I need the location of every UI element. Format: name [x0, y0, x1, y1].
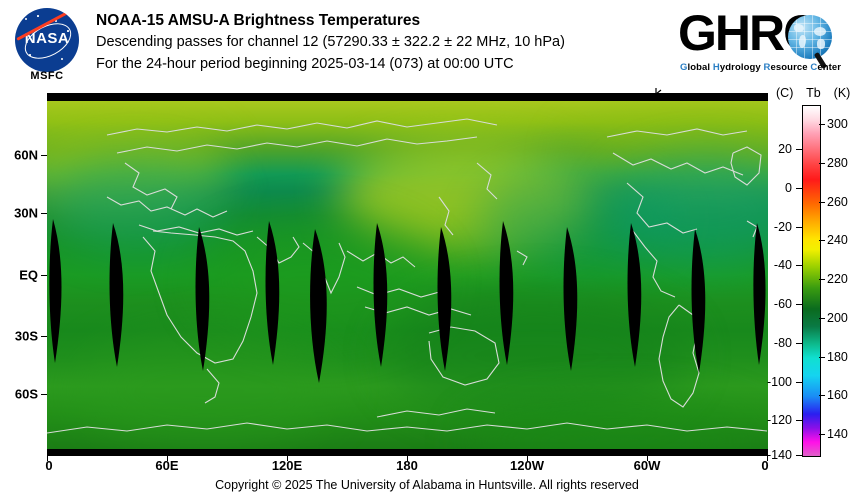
- period-line: For the 24-hour period beginning 2025-03…: [96, 56, 514, 72]
- y-tick: [41, 336, 47, 337]
- colorbar-label-c: 0: [785, 181, 792, 195]
- y-axis-label-eq: EQ: [19, 267, 38, 283]
- colorbar-label-c: -20: [773, 220, 792, 234]
- colorbar-label-k: 240: [827, 233, 848, 247]
- y-axis-label-60n: 60N: [14, 147, 38, 163]
- colorbar-tick-c: [796, 188, 802, 189]
- colorbar-kelvin-unit: (K): [833, 86, 851, 100]
- colorbar-tick-c: [796, 382, 802, 383]
- colorbar-label-k: 160: [827, 388, 848, 402]
- colorbar-tick-k: [819, 202, 825, 203]
- colorbar-label-k: 300: [827, 117, 848, 131]
- colorbar-celsius-unit: (C): [776, 86, 794, 100]
- ghrc-tagline: Global Hydrology Resource Center: [680, 62, 842, 73]
- colorbar-tick-c: [796, 149, 802, 150]
- map-data-field: [47, 101, 768, 449]
- colorbar-tick-k: [819, 318, 825, 319]
- colorbar-label-k: 220: [827, 272, 848, 286]
- x-tick: [407, 456, 408, 461]
- y-tick: [41, 275, 47, 276]
- y-axis-label-30n: 30N: [14, 205, 38, 221]
- copyright-notice: Copyright © 2025 The University of Alaba…: [215, 478, 639, 492]
- colorbar-tick-c: [796, 343, 802, 344]
- colorbar-tick-k: [819, 357, 825, 358]
- x-tick: [767, 456, 768, 461]
- y-tick: [41, 213, 47, 214]
- x-axis-label-0-right: 0: [761, 458, 769, 473]
- colorbar-gradient[interactable]: [802, 105, 821, 457]
- nasa-wordmark: NASA: [24, 30, 70, 47]
- colorbar-tick-k: [819, 434, 825, 435]
- colorbar-label-c: 20: [778, 142, 792, 156]
- colorbar-tick-k: [819, 279, 825, 280]
- colorbar-label-c: -120: [766, 413, 792, 427]
- colorbar-tick-k: [819, 163, 825, 164]
- x-axis-label-120w: 120W: [510, 458, 544, 473]
- colorbar-label-c: -140: [766, 448, 792, 462]
- colorbar-label-c: -100: [766, 375, 792, 389]
- colorbar-tick-c: [796, 455, 802, 456]
- colorbar-tick-k: [819, 124, 825, 125]
- y-tick: [41, 155, 47, 156]
- globe-icon: [788, 15, 832, 59]
- x-axis-label-180: 180: [396, 458, 418, 473]
- colorbar-label-k: 180: [827, 350, 848, 364]
- nasa-meatball-icon: NASA: [15, 8, 79, 72]
- colorbar-tick-c: [796, 265, 802, 266]
- orbit-gap-overlay: [49, 219, 766, 383]
- x-axis-label-0: 0: [45, 458, 53, 473]
- page-title: NOAA-15 AMSU-A Brightness Temperatures: [96, 12, 421, 29]
- x-axis-label-60w: 60W: [633, 458, 661, 473]
- y-axis-label-30s: 30S: [14, 328, 38, 344]
- nasa-center-label: MSFC: [30, 70, 64, 82]
- colorbar-label-k: 200: [827, 311, 848, 325]
- x-tick: [167, 456, 168, 461]
- ghrc-logo: GHRC Global Hydrology Resource Center: [678, 6, 850, 80]
- colorbar-label-k: 140: [827, 427, 848, 441]
- colorbar-label-c: -60: [773, 297, 792, 311]
- colorbar-label-k: 260: [827, 195, 848, 209]
- brightness-temperature-map[interactable]: [47, 93, 768, 456]
- nasa-logo: NASA MSFC: [8, 8, 86, 82]
- channel-subtitle: Descending passes for channel 12 (57290.…: [96, 34, 565, 50]
- x-tick: [527, 456, 528, 461]
- x-axis-label-120e: 120E: [271, 458, 303, 473]
- title-block: NOAA-15 AMSU-A Brightness Temperatures D…: [96, 10, 565, 75]
- colorbar-label-c: -80: [773, 336, 792, 350]
- colorbar-tick-c: [796, 420, 802, 421]
- x-tick: [647, 456, 648, 461]
- colorbar-label-c: -40: [773, 258, 792, 272]
- colorbar-tick-c: [796, 304, 802, 305]
- colorbar-label-k: 280: [827, 156, 848, 170]
- colorbar-tick-c: [796, 227, 802, 228]
- x-axis-label-60e: 60E: [155, 458, 179, 473]
- colorbar-header: (C) Tb (K): [776, 86, 850, 100]
- x-tick: [287, 456, 288, 461]
- colorbar-variable-label: Tb: [806, 86, 821, 100]
- y-axis-label-60s: 60S: [14, 386, 38, 402]
- colorbar-tick-k: [819, 395, 825, 396]
- colorbar-tick-k: [819, 240, 825, 241]
- x-tick: [47, 456, 48, 461]
- y-tick: [41, 394, 47, 395]
